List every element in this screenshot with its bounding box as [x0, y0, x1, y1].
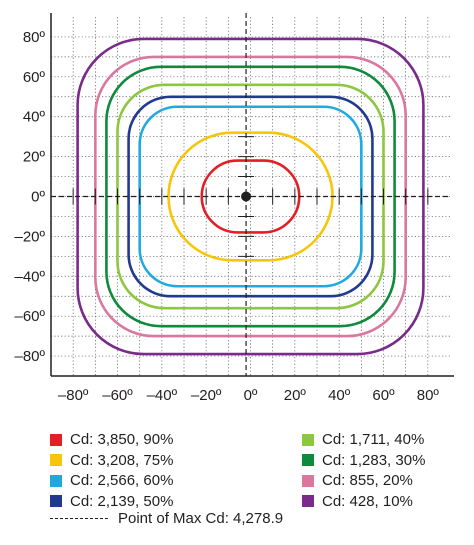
legend-swatch	[302, 474, 314, 487]
y-tick-label: 0º	[31, 189, 45, 206]
legend-label: Cd: 428, 10%	[322, 492, 413, 510]
legend-item: Cd: 3,208, 75%	[50, 451, 173, 470]
legend-label: Cd: 1,711, 40%	[322, 431, 425, 448]
dashed-line-icon	[50, 518, 108, 519]
max-point-label: Point of Max Cd: 4,278.9	[118, 510, 284, 527]
y-tick-label: –40º	[14, 268, 45, 285]
legend-label: Cd: 3,208, 75%	[70, 451, 174, 469]
legend-item: Cd: 1,283, 30%	[302, 451, 425, 470]
legend-swatch	[50, 433, 62, 446]
y-tick-label: 40º	[23, 109, 46, 126]
y-tick-label: –80º	[14, 348, 45, 365]
legend-item: Cd: 428, 10%	[302, 492, 425, 511]
x-tick-label: –60º	[102, 387, 133, 404]
legend-label: Cd: 2,139, 50%	[70, 492, 174, 510]
legend-swatch	[302, 454, 314, 466]
legend-item: Cd: 1,711, 40%	[302, 430, 425, 449]
y-tick-label: –20º	[14, 228, 45, 245]
legend-swatch	[302, 495, 314, 507]
legend-right: Cd: 1,711, 40% Cd: 1,283, 30% Cd: 855, 20%…	[302, 430, 425, 512]
legend-label: Cd: 2,566, 60%	[70, 472, 174, 489]
x-tick-label: 60º	[372, 387, 395, 404]
legend-item: Cd: 2,139, 50%	[50, 492, 173, 511]
tick-labels: 80º 60º 40º 20º 0º –20º –40º –60º –80º –80º –60º –4…	[14, 29, 439, 404]
max-point-note: Point of Max Cd: 4,278.9	[50, 510, 283, 527]
legend-item: Cd: 3,850, 90%	[50, 430, 173, 449]
x-tick-label: 0º	[244, 387, 258, 404]
legend-label: Cd: 1,283, 30%	[322, 451, 426, 469]
legend-item: Cd: 855, 20%	[302, 471, 425, 490]
max-point-marker	[241, 191, 252, 202]
y-tick-label: 60º	[23, 69, 46, 86]
y-tick-label: –60º	[14, 308, 45, 325]
x-tick-label: 80º	[417, 387, 440, 404]
legend-label: Cd: 855, 20%	[322, 472, 413, 489]
legend-label: Cd: 3,850, 90%	[70, 431, 174, 448]
y-tick-label: 20º	[23, 149, 46, 166]
x-tick-label: 20º	[284, 387, 307, 404]
x-tick-label: –80º	[58, 387, 89, 404]
legend-swatch	[50, 454, 62, 466]
legend-swatch	[50, 495, 62, 507]
contour-6	[105, 65, 396, 328]
axes	[50, 13, 454, 377]
x-tick-label: –20º	[191, 387, 222, 404]
legend-swatch	[302, 433, 314, 446]
legend-swatch	[50, 474, 62, 487]
max-crosshair	[51, 13, 450, 376]
x-tick-label: 40º	[328, 387, 351, 404]
y-tick-label: 80º	[23, 29, 46, 46]
legend-left: Cd: 3,850, 90% Cd: 3,208, 75% Cd: 2,566, 6…	[50, 430, 173, 512]
x-tick-label: –40º	[147, 387, 178, 404]
isocandela-chart: 80º 60º 40º 20º 0º –20º –40º –60º –80º –80º –60º –4…	[14, 13, 454, 404]
legend-item: Cd: 2,566, 60%	[50, 471, 173, 490]
